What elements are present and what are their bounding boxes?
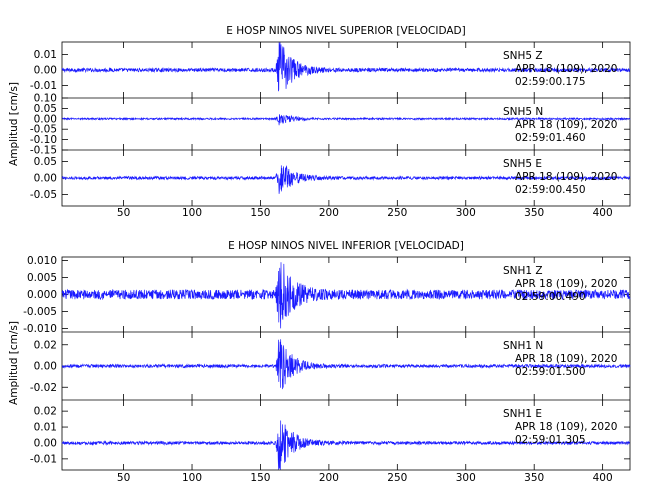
trace-start-time: 02:59:00.175 — [515, 76, 586, 88]
trace-snh1-e — [61, 420, 631, 470]
trace-snh5-z — [61, 42, 631, 92]
x-tick-label: 50 — [117, 472, 130, 484]
trace-start-time: 02:59:00.450 — [515, 184, 586, 196]
x-tick-label: 400 — [593, 207, 613, 219]
trace-start-time: 02:59:01.500 — [515, 366, 586, 378]
y-tick-label: -0.01 — [30, 80, 57, 92]
y-tick-label: 0.00 — [34, 113, 57, 125]
y-tick-label: -0.05 — [30, 189, 57, 201]
y-tick-label: -0.15 — [30, 145, 57, 157]
x-tick-label: 50 — [117, 207, 130, 219]
trace-date: APR 18 (109), 2020 — [515, 119, 617, 131]
y-tick-label: -0.005 — [23, 306, 57, 318]
y-tick-label: 0.005 — [27, 272, 57, 284]
x-tick-label: 400 — [593, 472, 613, 484]
y-tick-label: -0.02 — [30, 382, 57, 394]
trace-snh5-n — [61, 114, 631, 126]
trace-snh1-n — [61, 339, 631, 390]
x-tick-label: 200 — [319, 472, 339, 484]
trace-date: APR 18 (109), 2020 — [515, 171, 617, 183]
chart-title: E HOSP NINOS NIVEL SUPERIOR [VELOCIDAD] — [226, 25, 465, 37]
x-tick-label: 150 — [250, 472, 270, 484]
seismogram-chart-1: E HOSP NINOS NIVEL SUPERIOR [VELOCIDAD] A… — [8, 25, 631, 219]
station-component-label: SNH1 N — [503, 340, 543, 352]
station-component-label: SNH5 Z — [503, 50, 543, 62]
y-tick-label: 0.00 — [34, 437, 57, 449]
y-tick-label: 0.00 — [34, 173, 57, 185]
y-tick-label: -0.01 — [30, 453, 57, 465]
y-tick-label: 0.00 — [34, 361, 57, 373]
station-component-label: SNH1 E — [503, 408, 542, 420]
y-tick-label: 0.05 — [34, 103, 57, 115]
y-tick-label: 0.00 — [34, 65, 57, 77]
y-tick-label: 0.05 — [34, 156, 57, 168]
station-component-label: SNH5 N — [503, 106, 543, 118]
x-tick-label: 250 — [387, 472, 407, 484]
y-tick-label: 0.10 — [34, 93, 57, 105]
x-tick-label: 200 — [319, 207, 339, 219]
y-tick-label: -0.10 — [30, 134, 57, 146]
station-component-label: SNH1 Z — [503, 265, 543, 277]
x-tick-label: 100 — [182, 472, 202, 484]
y-tick-label: -0.05 — [30, 124, 57, 136]
x-tick-label: 350 — [524, 472, 544, 484]
plot-frame — [61, 41, 631, 207]
station-component-label: SNH5 E — [503, 158, 542, 170]
y-tick-label: 0.01 — [34, 422, 57, 434]
trace-date: APR 18 (109), 2020 — [515, 421, 617, 433]
x-tick-label: 250 — [387, 207, 407, 219]
x-tick-label: 350 — [524, 207, 544, 219]
y-tick-label: 0.02 — [34, 406, 57, 418]
y-axis-label: Amplitud [cm/s] — [8, 82, 20, 166]
chart-title: E HOSP NINOS NIVEL INFERIOR [VELOCIDAD] — [228, 240, 464, 252]
trace-start-time: 02:59:01.460 — [515, 132, 586, 144]
x-tick-label: 150 — [250, 207, 270, 219]
trace-start-time: 02:59:00.490 — [515, 291, 586, 303]
y-axis-label: Amplitud [cm/s] — [8, 321, 20, 405]
x-tick-label: 100 — [182, 207, 202, 219]
y-tick-label: 0.02 — [34, 339, 57, 351]
y-tick-label: 0.01 — [34, 49, 57, 61]
plot-frame — [61, 256, 631, 471]
y-tick-label: 0.000 — [27, 289, 57, 301]
trace-snh5-e — [61, 165, 631, 194]
y-tick-label: 0.010 — [27, 255, 57, 267]
y-tick-label: -0.010 — [23, 323, 57, 335]
x-tick-label: 300 — [456, 472, 476, 484]
trace-snh1-z — [61, 262, 631, 329]
trace-date: APR 18 (109), 2020 — [515, 63, 617, 75]
trace-date: APR 18 (109), 2020 — [515, 353, 617, 365]
trace-start-time: 02:59:01.305 — [515, 434, 586, 446]
x-tick-label: 300 — [456, 207, 476, 219]
trace-date: APR 18 (109), 2020 — [515, 278, 617, 290]
seismogram-chart-2: E HOSP NINOS NIVEL INFERIOR [VELOCIDAD] A… — [8, 240, 631, 484]
